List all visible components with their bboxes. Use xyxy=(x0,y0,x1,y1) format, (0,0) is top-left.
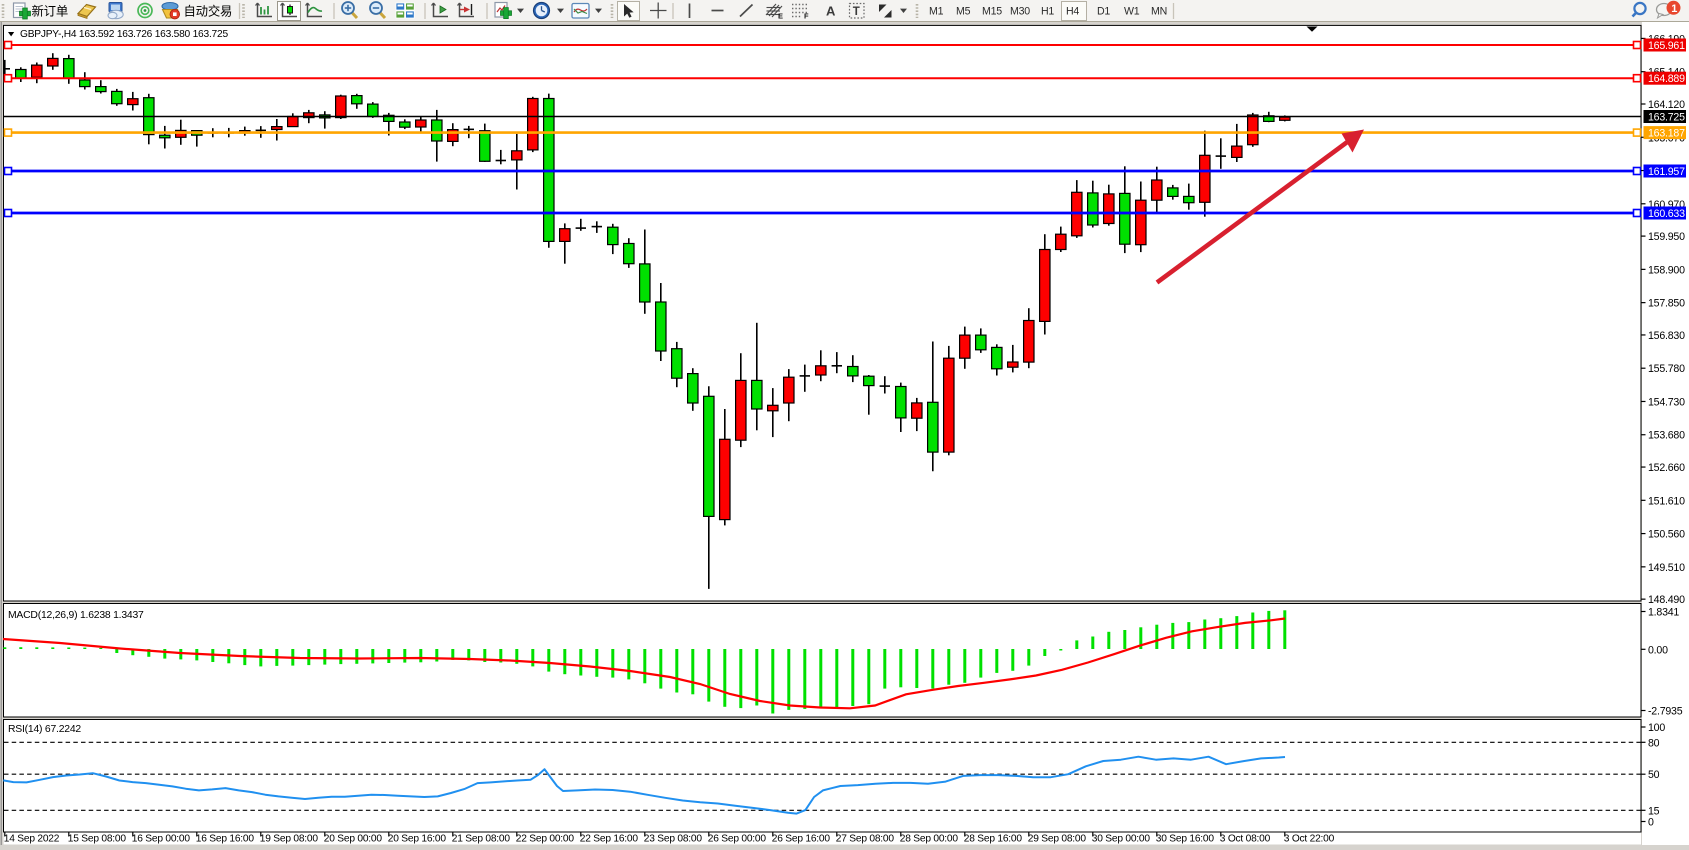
svg-text:164.120: 164.120 xyxy=(1648,99,1685,111)
svg-text:新订单: 新订单 xyxy=(32,4,69,19)
svg-text:148.490: 148.490 xyxy=(1648,594,1685,606)
svg-text:1.8341: 1.8341 xyxy=(1648,607,1679,619)
svg-text:30 Sep 16:00: 30 Sep 16:00 xyxy=(1156,834,1215,845)
svg-text:E: E xyxy=(778,12,783,21)
svg-text:163.187: 163.187 xyxy=(1648,128,1685,140)
svg-text:M30: M30 xyxy=(1010,6,1030,18)
svg-text:157.850: 157.850 xyxy=(1648,298,1685,310)
svg-text:MN: MN xyxy=(1151,6,1167,18)
svg-text:30 Sep 00:00: 30 Sep 00:00 xyxy=(1092,834,1151,845)
svg-text:0.00: 0.00 xyxy=(1648,644,1668,656)
svg-text:154.730: 154.730 xyxy=(1648,396,1685,408)
svg-text:0: 0 xyxy=(1648,817,1654,829)
svg-text:50: 50 xyxy=(1648,769,1660,781)
svg-text:16 Sep 00:00: 16 Sep 00:00 xyxy=(132,834,191,845)
svg-text:1: 1 xyxy=(1671,3,1677,15)
svg-text:20 Sep 00:00: 20 Sep 00:00 xyxy=(324,834,383,845)
svg-text:158.900: 158.900 xyxy=(1648,264,1685,276)
svg-text:GBPJPY-,H4 163.592 163.726 16: GBPJPY-,H4 163.592 163.726 163.580 163.7… xyxy=(20,29,228,40)
svg-text:RSI(14) 67.2242: RSI(14) 67.2242 xyxy=(8,724,81,735)
svg-text:15: 15 xyxy=(1648,805,1660,817)
svg-text:152.660: 152.660 xyxy=(1648,462,1685,474)
svg-text:H1: H1 xyxy=(1041,6,1054,18)
svg-text:27 Sep 08:00: 27 Sep 08:00 xyxy=(836,834,895,845)
svg-text:164.889: 164.889 xyxy=(1648,73,1685,85)
svg-text:22 Sep 00:00: 22 Sep 00:00 xyxy=(516,834,575,845)
svg-text:29 Sep 08:00: 29 Sep 08:00 xyxy=(1028,834,1087,845)
svg-text:100: 100 xyxy=(1648,722,1665,734)
svg-text:22 Sep 16:00: 22 Sep 16:00 xyxy=(580,834,639,845)
svg-text:M1: M1 xyxy=(929,6,944,18)
svg-text:15 Sep 08:00: 15 Sep 08:00 xyxy=(68,834,127,845)
svg-text:M5: M5 xyxy=(956,6,971,18)
svg-text:21 Sep 08:00: 21 Sep 08:00 xyxy=(452,834,511,845)
svg-text:150.560: 150.560 xyxy=(1648,529,1685,541)
svg-text:26 Sep 00:00: 26 Sep 00:00 xyxy=(708,834,767,845)
svg-text:19 Sep 08:00: 19 Sep 08:00 xyxy=(260,834,319,845)
svg-text:151.610: 151.610 xyxy=(1648,495,1685,507)
svg-text:149.510: 149.510 xyxy=(1648,562,1685,574)
svg-text:165.961: 165.961 xyxy=(1648,40,1685,52)
svg-text:160.633: 160.633 xyxy=(1648,208,1685,220)
svg-text:161.957: 161.957 xyxy=(1648,166,1685,178)
svg-text:A: A xyxy=(826,4,836,19)
svg-text:16 Sep 16:00: 16 Sep 16:00 xyxy=(196,834,255,845)
svg-text:80: 80 xyxy=(1648,737,1660,749)
svg-text:D1: D1 xyxy=(1097,6,1110,18)
svg-text:20 Sep 16:00: 20 Sep 16:00 xyxy=(388,834,447,845)
svg-text:MACD(12,26,9) 1.6238 1.3437: MACD(12,26,9) 1.6238 1.3437 xyxy=(8,610,144,621)
svg-text:156.830: 156.830 xyxy=(1648,330,1685,342)
svg-text:M15: M15 xyxy=(982,6,1002,18)
svg-text:T: T xyxy=(853,6,860,18)
svg-text:F: F xyxy=(804,12,809,21)
svg-text:153.680: 153.680 xyxy=(1648,430,1685,442)
svg-text:W1: W1 xyxy=(1124,6,1140,18)
svg-text:28 Sep 00:00: 28 Sep 00:00 xyxy=(900,834,959,845)
svg-text:26 Sep 16:00: 26 Sep 16:00 xyxy=(772,834,831,845)
svg-text:163.725: 163.725 xyxy=(1648,112,1685,124)
svg-text:H4: H4 xyxy=(1066,6,1079,18)
svg-text:3 Oct 22:00: 3 Oct 22:00 xyxy=(1284,834,1335,845)
svg-text:3 Oct 08:00: 3 Oct 08:00 xyxy=(1220,834,1271,845)
svg-text:155.780: 155.780 xyxy=(1648,363,1685,375)
svg-text:14 Sep 2022: 14 Sep 2022 xyxy=(4,834,60,845)
svg-text:28 Sep 16:00: 28 Sep 16:00 xyxy=(964,834,1023,845)
svg-text:159.950: 159.950 xyxy=(1648,231,1685,243)
svg-text:自动交易: 自动交易 xyxy=(184,4,233,19)
svg-text:-2.7935: -2.7935 xyxy=(1648,706,1683,718)
svg-text:23 Sep 08:00: 23 Sep 08:00 xyxy=(644,834,703,845)
